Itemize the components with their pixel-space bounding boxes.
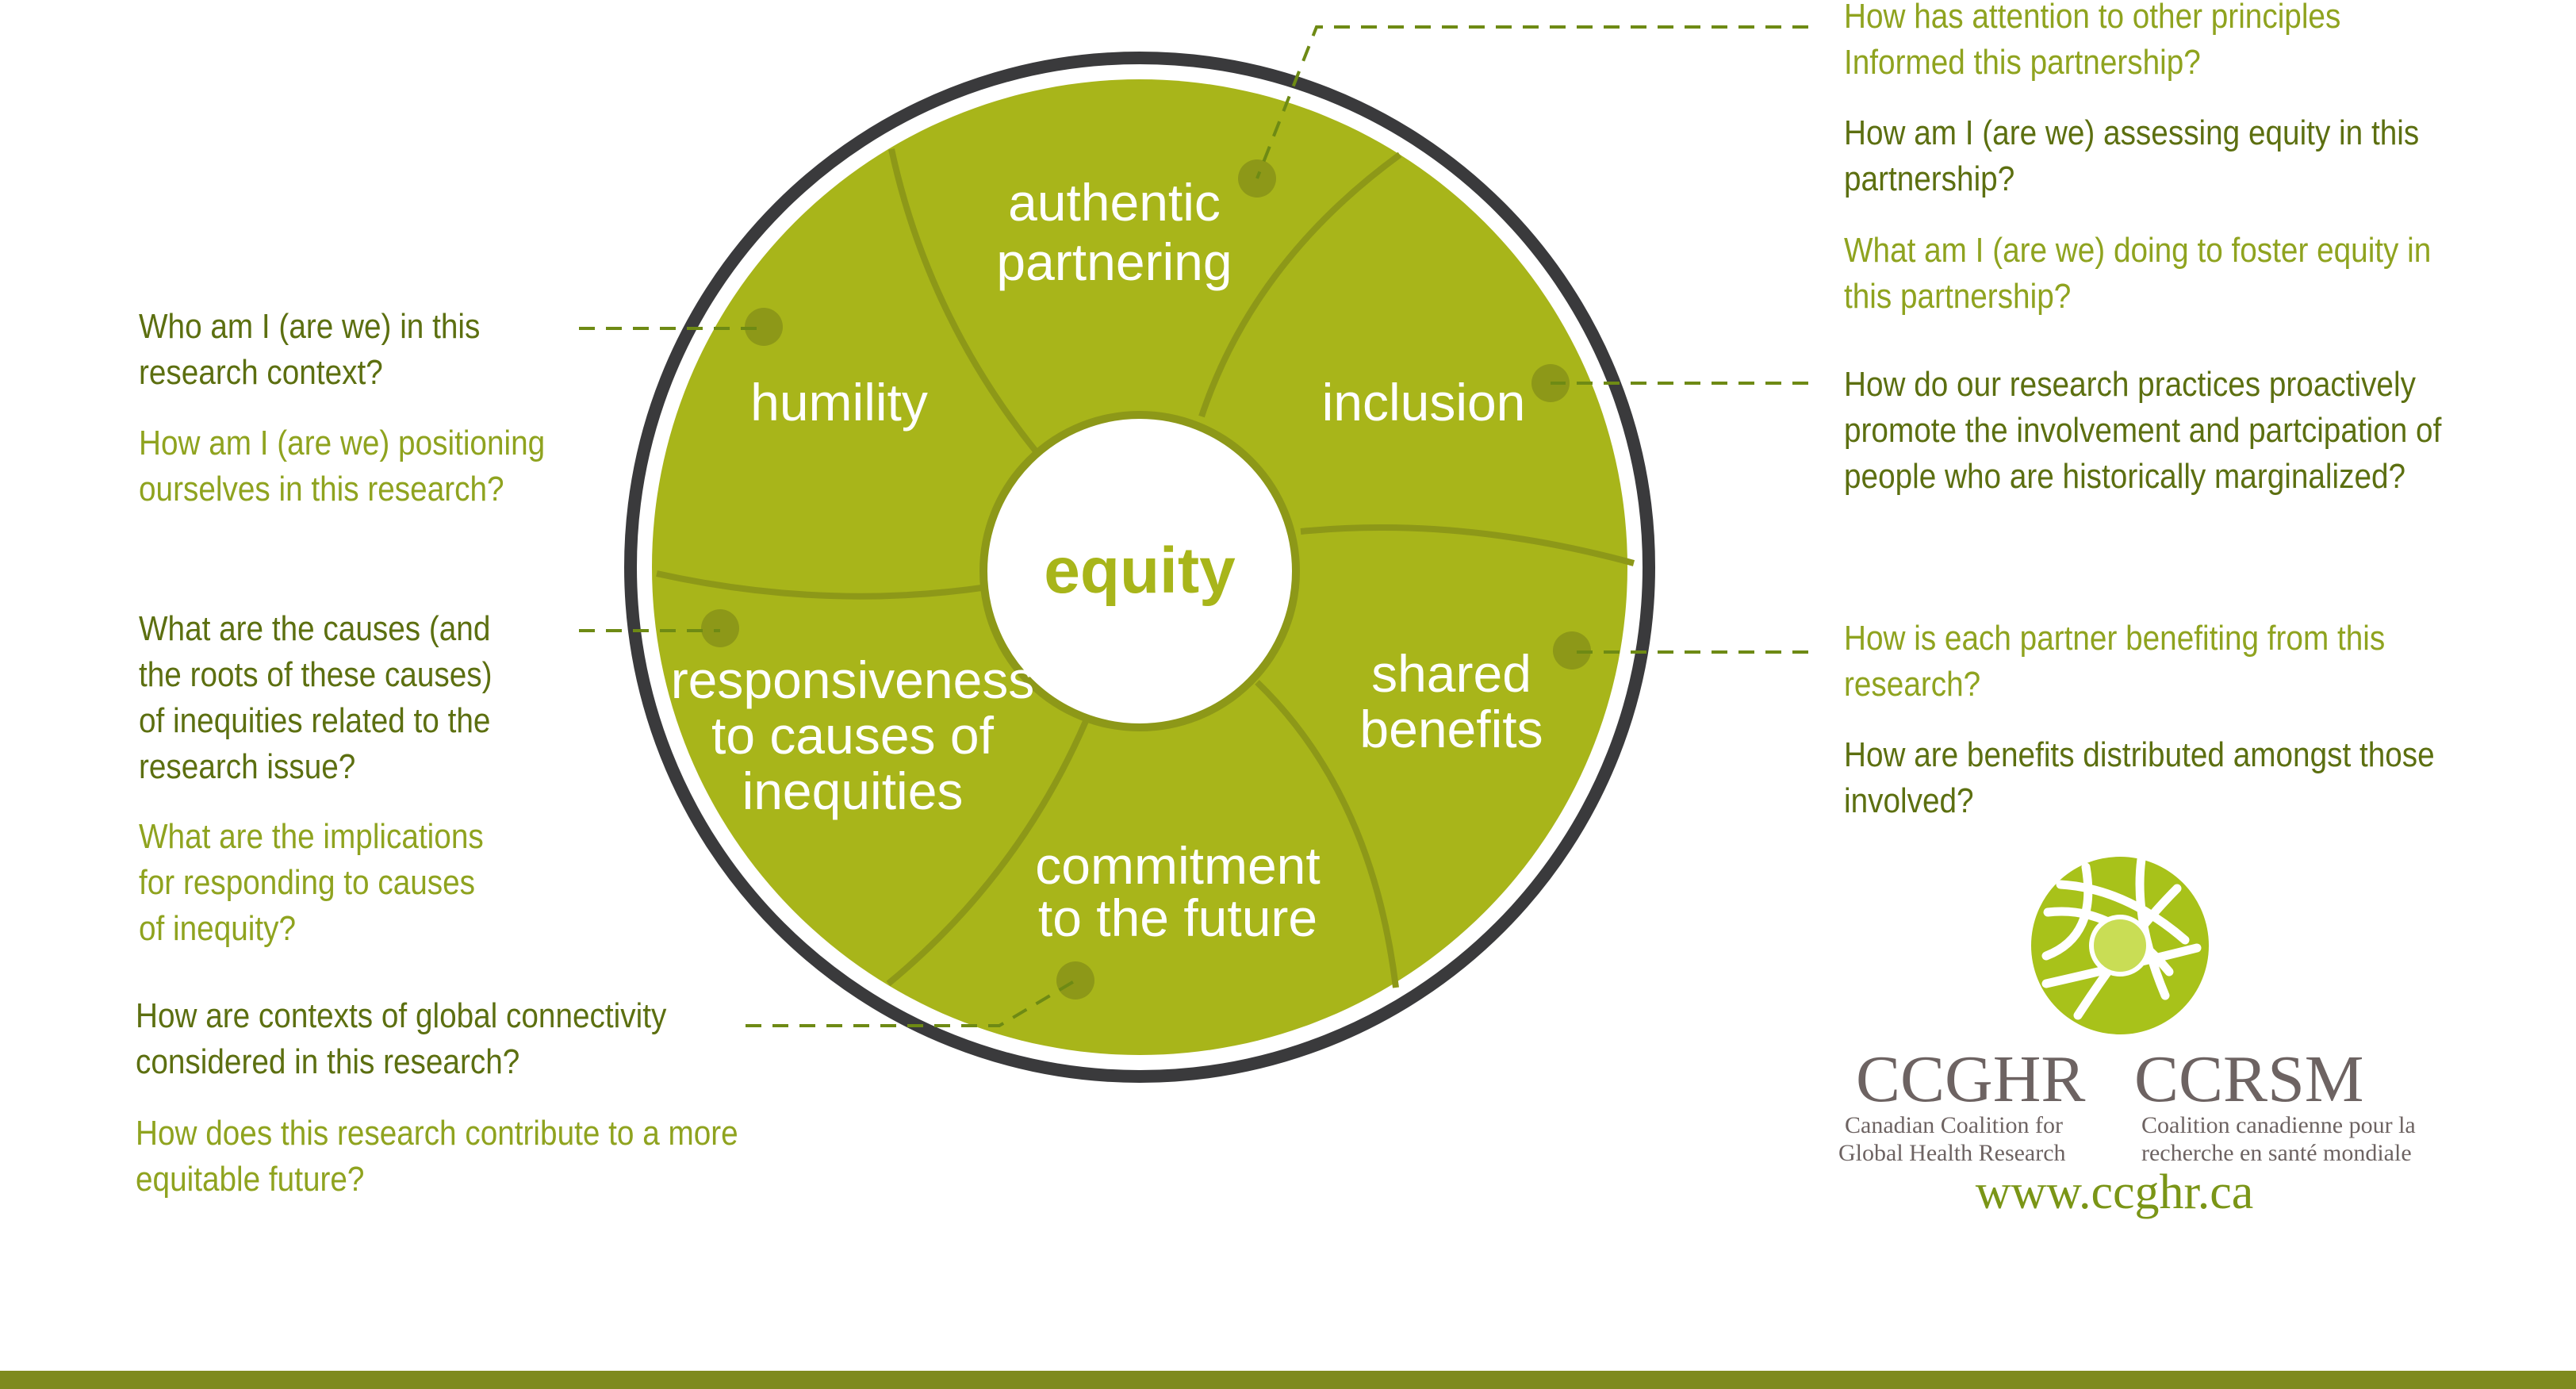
logo-name-fr-line: recherche en santé mondiale [2141, 1140, 2412, 1166]
logo-url: www.ccghr.ca [1976, 1165, 2254, 1219]
question-line: considered in this research? [136, 1042, 520, 1081]
segment-label-line: responsiveness [671, 650, 1035, 709]
segment-authentic-partnering: authentic partnering [996, 173, 1232, 291]
ccghr-swirl-logo-icon [2031, 854, 2209, 1034]
question-line: What are the implications [139, 817, 484, 856]
connector-dot-humility [745, 308, 783, 346]
center-hub [979, 411, 1300, 731]
segment-label-line: shared [1371, 644, 1531, 703]
segment-label-line: inclusion [1322, 373, 1526, 432]
divider-commitment-responsiveness [886, 708, 1094, 987]
segment-commitment-future: commitment to the future [1035, 836, 1320, 947]
footer-bar [0, 1371, 2576, 1389]
question-responsiveness-1: What are the causes (and the roots of th… [139, 606, 493, 790]
question-line: ourselves in this research? [139, 470, 504, 508]
question-line: How does this research contribute to a m… [136, 1114, 738, 1153]
question-line: of inequity? [139, 909, 297, 948]
question-line: How do our research practices proactivel… [1844, 365, 2416, 404]
question-line: research? [1844, 665, 1981, 704]
divider-inclusion-shared [1300, 524, 1635, 566]
segment-inclusion: inclusion [1322, 373, 1526, 432]
question-line: equitable future? [136, 1160, 365, 1199]
connector-dot-responsiveness [701, 609, 739, 647]
question-shared-1: How is each partner benefiting from this… [1844, 616, 2385, 708]
logo-name-en-line: Global Health Research [1838, 1140, 2066, 1166]
question-line: for responding to causes [139, 863, 476, 902]
question-authentic-3: What am I (are we) doing to foster equit… [1844, 228, 2431, 320]
center-label: equity [1044, 535, 1236, 607]
connector-dot-commitment [1056, 961, 1094, 1000]
segment-label-line: partnering [996, 232, 1232, 291]
connector-dot-shared [1553, 631, 1591, 670]
wheel-dividers [656, 148, 1635, 988]
outer-ring [624, 52, 1655, 1083]
segment-label-line: commitment [1035, 836, 1320, 895]
question-humility-2: How am I (are we) positioning ourselves … [139, 420, 545, 512]
divider-humility-authentic [888, 148, 1040, 455]
question-authentic-2: How am I (are we) assessing equity in th… [1844, 110, 2419, 202]
divider-responsiveness-humility [656, 570, 988, 600]
question-line: research context? [139, 353, 383, 392]
question-line: How are benefits distributed amongst tho… [1844, 735, 2435, 774]
question-commitment-1: How are contexts of global connectivity … [136, 993, 666, 1085]
divider-shared-commitment [1255, 680, 1399, 988]
question-line: How has attention to other principles [1844, 0, 2341, 36]
segment-label-line: to the future [1038, 888, 1317, 947]
question-line: Informed this partnership? [1844, 43, 2201, 82]
leader-authentic [1255, 25, 1808, 179]
divider-authentic-inclusion [1198, 152, 1402, 418]
logo-name-en-line: Canadian Coalition for [1845, 1112, 2063, 1138]
segment-responsiveness: responsiveness to causes of inequities [671, 650, 1035, 820]
question-line: What are the causes (and [139, 609, 491, 648]
question-line: How am I (are we) positioning [139, 424, 546, 462]
question-line: How are contexts of global connectivity [136, 996, 667, 1035]
question-line: promote the involvement and partcipation… [1844, 411, 2442, 450]
question-humility-1: Who am I (are we) in this research conte… [139, 304, 480, 396]
logo-abbr-fr: CCRSM [2134, 1042, 2364, 1116]
question-line: the roots of these causes) [139, 655, 493, 694]
question-responsiveness-2: What are the implications for responding… [139, 814, 484, 952]
segment-label-line: benefits [1359, 700, 1543, 758]
logo-abbr-en: CCGHR [1856, 1042, 2085, 1116]
question-line: Who am I (are we) in this [139, 307, 481, 346]
question-line: How am I (are we) assessing equity in th… [1844, 113, 2420, 152]
segment-label-line: to causes of [711, 706, 995, 765]
segment-shared-benefits: shared benefits [1359, 644, 1543, 758]
leader-lines [579, 25, 1808, 1027]
question-line: How is each partner benefiting from this [1844, 619, 2386, 658]
leader-commitment [746, 979, 1077, 1027]
question-line: research issue? [139, 747, 356, 786]
segment-label-line: authentic [1008, 173, 1221, 232]
question-authentic-1: How has attention to other principles In… [1844, 0, 2340, 86]
segment-humility: humility [750, 373, 928, 432]
logo-name-fr-line: Coalition canadienne pour la [2141, 1112, 2416, 1138]
question-line: people who are historically marginalized… [1844, 457, 2406, 496]
question-line: partnership? [1844, 159, 2015, 198]
connector-dots [701, 159, 1591, 1000]
question-line: of inequities related to the [139, 701, 491, 740]
question-line: What am I (are we) doing to foster equit… [1844, 231, 2432, 270]
segment-label-line: humility [750, 373, 928, 432]
segment-label-line: inequities [742, 762, 964, 820]
question-commitment-2: How does this research contribute to a m… [136, 1111, 738, 1203]
question-line: this partnership? [1844, 277, 2072, 316]
question-inclusion-1: How do our research practices proactivel… [1844, 362, 2441, 500]
ccghr-logo: CCGHR CCRSM Canadian Coalition for Globa… [1838, 854, 2416, 1219]
question-line: involved? [1844, 781, 1974, 820]
question-shared-2: How are benefits distributed amongst tho… [1844, 732, 2435, 824]
